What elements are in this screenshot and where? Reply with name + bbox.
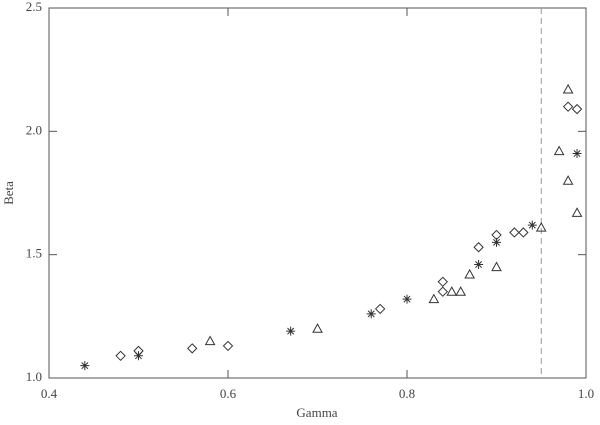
- x-axis-label: Gamma: [296, 405, 337, 420]
- point: [492, 237, 501, 247]
- point: [491, 261, 502, 272]
- point: [374, 303, 386, 315]
- point: [455, 286, 467, 296]
- point: [286, 326, 296, 336]
- x-tick-label: 0.4: [41, 386, 58, 401]
- point: [428, 293, 440, 304]
- point: [571, 207, 583, 217]
- point: [312, 323, 323, 333]
- point: [562, 175, 574, 185]
- point: [437, 276, 449, 288]
- x-tick-label: 0.8: [399, 386, 415, 401]
- x-tick-label: 0.6: [220, 386, 237, 401]
- point: [446, 286, 458, 296]
- point: [204, 335, 216, 346]
- point: [366, 309, 376, 319]
- point: [133, 345, 144, 357]
- point: [562, 83, 574, 94]
- point: [562, 101, 574, 112]
- x-tick-label: 1.0: [578, 386, 594, 401]
- point: [553, 145, 565, 156]
- y-axis-label: Beta: [1, 181, 16, 205]
- point: [491, 229, 502, 241]
- point: [474, 260, 484, 270]
- point: [527, 220, 537, 230]
- point: [222, 340, 234, 352]
- point: [572, 149, 582, 159]
- plot-frame: [48, 7, 587, 379]
- y-tick-label: 2.5: [26, 0, 42, 14]
- point: [509, 227, 520, 238]
- point: [437, 286, 449, 297]
- point: [518, 227, 529, 238]
- y-tick-label: 1.5: [26, 246, 42, 261]
- point: [80, 361, 90, 371]
- point: [464, 268, 475, 279]
- point: [571, 103, 583, 115]
- point: [186, 343, 198, 354]
- point: [535, 222, 547, 232]
- point: [473, 242, 484, 253]
- y-tick-label: 2.0: [26, 122, 42, 137]
- y-tick-label: 1.0: [26, 369, 42, 384]
- point: [115, 350, 126, 362]
- point: [402, 294, 412, 304]
